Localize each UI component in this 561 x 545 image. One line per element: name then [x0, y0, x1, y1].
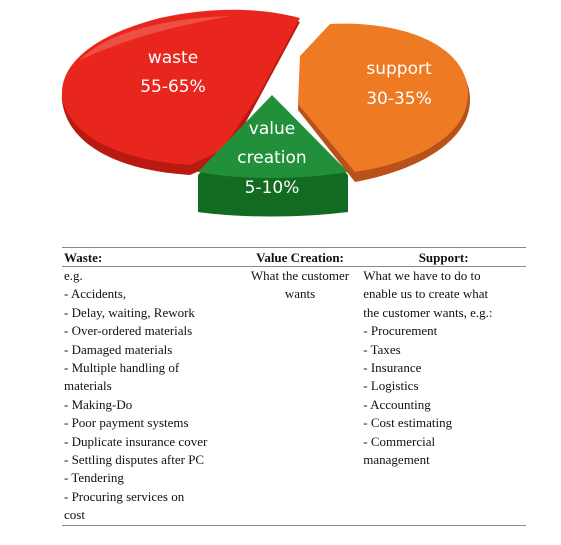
list-item: - Delay, waiting, Rework	[64, 304, 195, 320]
support-column: What we have to do to enable us to creat…	[361, 266, 526, 526]
waste-label: waste	[148, 48, 198, 68]
waste-column: e.g. - Accidents, - Delay, waiting, Rewo…	[62, 266, 239, 526]
list-item: management	[363, 452, 430, 468]
category-table: Waste: Value Creation: Support: e.g. - A…	[62, 247, 526, 526]
list-item: enable us to create what	[363, 286, 489, 302]
waste-value: 55-65%	[140, 77, 206, 97]
list-item: - Commercial	[363, 433, 436, 449]
list-item: the customer wants, e.g.:	[363, 304, 493, 320]
list-item: - Insurance	[363, 360, 422, 376]
list-item: - Tendering	[64, 470, 124, 486]
list-item: - Over-ordered materials	[64, 323, 193, 339]
support-label: support	[366, 59, 432, 79]
value-creation-slice: value creation 5-10%	[198, 95, 348, 217]
pie-chart: waste 55-65% support 30-35% value creati…	[61, 9, 470, 217]
table-header-row: Waste: Value Creation: Support:	[62, 247, 526, 267]
list-item: - Duplicate insurance cover	[64, 433, 208, 449]
list-item: - Damaged materials	[64, 341, 173, 357]
list-item: materials	[64, 378, 112, 394]
support-value: 30-35%	[366, 89, 432, 109]
value-creation-column: What the customer wants	[238, 266, 362, 526]
list-item: cost	[64, 507, 85, 523]
list-item: - Accidents,	[64, 286, 127, 302]
list-item: wants	[284, 286, 316, 302]
list-item: - Procurement	[363, 323, 438, 339]
list-item: - Poor payment systems	[64, 415, 189, 431]
support-slice: support 30-35%	[298, 23, 470, 183]
list-item: - Taxes	[363, 341, 401, 357]
value-creation-label-1: value	[249, 119, 295, 139]
waste-slice: waste 55-65%	[61, 9, 300, 175]
value-creation-value: 5-10%	[245, 178, 300, 198]
list-item: - Multiple handling of	[64, 360, 180, 376]
waste-header: Waste:	[62, 247, 239, 267]
list-item: - Logistics	[363, 378, 419, 394]
list-item: - Procuring services on	[64, 488, 185, 504]
list-item: - Making-Do	[64, 396, 133, 412]
table-row: e.g. - Accidents, - Delay, waiting, Rewo…	[62, 266, 526, 526]
support-header: Support:	[361, 247, 526, 267]
list-item: What we have to do to	[363, 268, 481, 283]
value-creation-label-2: creation	[237, 148, 306, 168]
list-item: e.g.	[64, 268, 83, 283]
value-creation-header: Value Creation:	[238, 247, 362, 267]
list-item: - Settling disputes after PC	[64, 452, 205, 468]
list-item: - Accounting	[363, 396, 431, 412]
list-item: - Cost estimating	[363, 415, 453, 431]
list-item: What the customer	[250, 268, 350, 283]
